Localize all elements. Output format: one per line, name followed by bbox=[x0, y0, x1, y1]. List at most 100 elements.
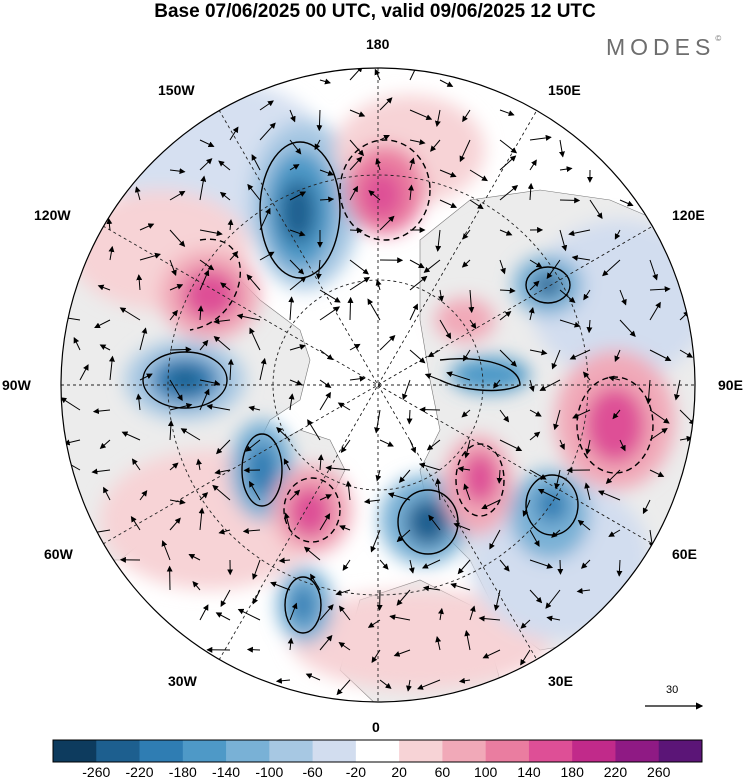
lon-label-150w: 150W bbox=[158, 82, 195, 98]
lon-label-150e: 150E bbox=[548, 82, 581, 98]
wind-arrow-icon bbox=[288, 296, 295, 321]
wind-arrow-icon bbox=[582, 371, 591, 381]
colorbar-tick-label: -220 bbox=[125, 764, 154, 780]
wind-arrow-icon bbox=[199, 339, 209, 351]
wind-arrow-icon bbox=[439, 169, 457, 178]
wind-arrow-icon bbox=[450, 582, 471, 591]
wind-arrow-icon bbox=[559, 139, 565, 158]
wind-arrow-icon bbox=[649, 349, 672, 361]
wind-arrow-icon bbox=[169, 259, 177, 277]
wind-arrow-icon bbox=[368, 190, 381, 201]
wind-arrow-icon bbox=[418, 462, 441, 471]
wind-arrow-icon bbox=[481, 499, 501, 510]
wind-arrow-icon bbox=[303, 546, 321, 561]
wind-arrow-icon bbox=[559, 197, 581, 204]
wind-arrow-icon bbox=[278, 557, 291, 564]
wind-arrow-icon bbox=[212, 484, 231, 501]
wind-arrow-icon bbox=[259, 207, 271, 231]
wind-arrow-icon bbox=[206, 403, 231, 411]
wind-arrow-icon bbox=[169, 379, 183, 402]
wind-arrow-icon bbox=[572, 409, 591, 419]
colorbar-tick-label: -260 bbox=[82, 764, 111, 780]
wind-arrow-icon bbox=[402, 379, 411, 401]
wind-arrow-icon bbox=[319, 634, 333, 651]
wind-arrow-icon bbox=[529, 589, 543, 604]
wind-arrow-icon bbox=[469, 169, 488, 182]
wind-arrow-icon bbox=[276, 427, 291, 441]
wind-arrow-icon bbox=[197, 305, 204, 321]
wind-arrow-icon bbox=[462, 349, 471, 362]
wind-arrow-icon bbox=[134, 186, 141, 201]
wind-arrow-icon bbox=[259, 100, 274, 111]
wind-arrow-icon bbox=[529, 431, 541, 441]
colorbar-swatch bbox=[182, 740, 227, 762]
wind-arrow-icon bbox=[605, 469, 621, 485]
lon-label-30e: 30E bbox=[548, 673, 573, 689]
wind-arrow-icon bbox=[619, 439, 626, 452]
wind-arrow-icon bbox=[227, 358, 234, 381]
wind-arrow-icon bbox=[614, 349, 621, 363]
copyright-icon: © bbox=[715, 34, 722, 43]
colorbar-swatch bbox=[615, 740, 660, 762]
wind-arrow-icon bbox=[529, 409, 542, 417]
wind-arrow-icon bbox=[408, 559, 415, 574]
wind-arrow-icon bbox=[597, 490, 621, 501]
wind-arrow-icon bbox=[608, 375, 621, 382]
wind-arrow-icon bbox=[463, 483, 471, 501]
wind-arrow-icon bbox=[161, 540, 171, 561]
wind-arrow-icon bbox=[315, 259, 322, 280]
wind-arrow-icon bbox=[73, 336, 81, 351]
wind-arrow-icon bbox=[283, 512, 291, 531]
wind-arrow-icon bbox=[289, 344, 306, 351]
wind-arrow-icon bbox=[63, 439, 81, 446]
anomaly-field bbox=[70, 80, 695, 690]
wind-arrow-icon bbox=[461, 409, 471, 418]
wind-arrow-icon bbox=[220, 589, 231, 607]
wind-arrow-icon bbox=[435, 636, 442, 651]
wind-arrow-icon bbox=[559, 319, 581, 328]
wind-arrow-icon bbox=[439, 79, 454, 87]
wind-arrow-icon bbox=[289, 276, 307, 291]
colorbar-swatch bbox=[442, 740, 487, 762]
wind-arrow-icon bbox=[367, 298, 381, 321]
wind-arrow-icon bbox=[363, 498, 381, 505]
wind-arrow-icon bbox=[379, 97, 393, 111]
wind-arrow-icon bbox=[379, 215, 395, 231]
colorbar-tick-label: 180 bbox=[560, 764, 584, 780]
wind-arrow-icon bbox=[342, 559, 351, 571]
wind-arrow-icon bbox=[349, 109, 366, 117]
wind-arrow-icon bbox=[336, 679, 351, 696]
wind-arrow-icon bbox=[580, 559, 591, 569]
wind-arrow-icon bbox=[349, 156, 363, 171]
wind-arrow-icon bbox=[493, 379, 501, 389]
colorbar-swatch bbox=[658, 740, 703, 762]
wind-arrow-icon bbox=[139, 373, 153, 381]
wind-arrow-icon bbox=[619, 289, 627, 306]
wind-arrow-icon bbox=[349, 276, 371, 291]
wind-arrow-icon bbox=[169, 168, 186, 175]
wind-arrow-icon bbox=[585, 439, 591, 455]
wind-arrow-icon bbox=[245, 439, 261, 452]
wind-arrow-icon bbox=[612, 409, 621, 420]
wind-arrow-icon bbox=[439, 199, 458, 208]
brand-text: MODES bbox=[606, 34, 716, 60]
wind-arrow-icon bbox=[469, 199, 484, 210]
wind-arrow-icon bbox=[427, 349, 441, 358]
wind-arrow-icon bbox=[319, 513, 331, 531]
wind-arrow-icon bbox=[94, 319, 111, 329]
wind-arrow-icon bbox=[554, 469, 561, 490]
wind-arrow-icon bbox=[529, 349, 548, 356]
wind-arrow-icon bbox=[199, 175, 207, 201]
wind-arrow-icon bbox=[614, 229, 621, 240]
wind-arrow-icon bbox=[199, 139, 215, 147]
wind-arrow-icon bbox=[119, 307, 141, 321]
wind-arrow-icon bbox=[169, 346, 192, 353]
wind-arrow-icon bbox=[642, 499, 651, 515]
wind-arrow-icon bbox=[199, 158, 213, 171]
wind-arrow-icon bbox=[387, 492, 411, 501]
wind-arrow-icon bbox=[389, 614, 411, 621]
wind-arrow-icon bbox=[97, 284, 111, 291]
wind-arrow-icon bbox=[537, 489, 561, 501]
wind-arrow-icon bbox=[499, 259, 506, 275]
map-boundary bbox=[60, 67, 696, 703]
